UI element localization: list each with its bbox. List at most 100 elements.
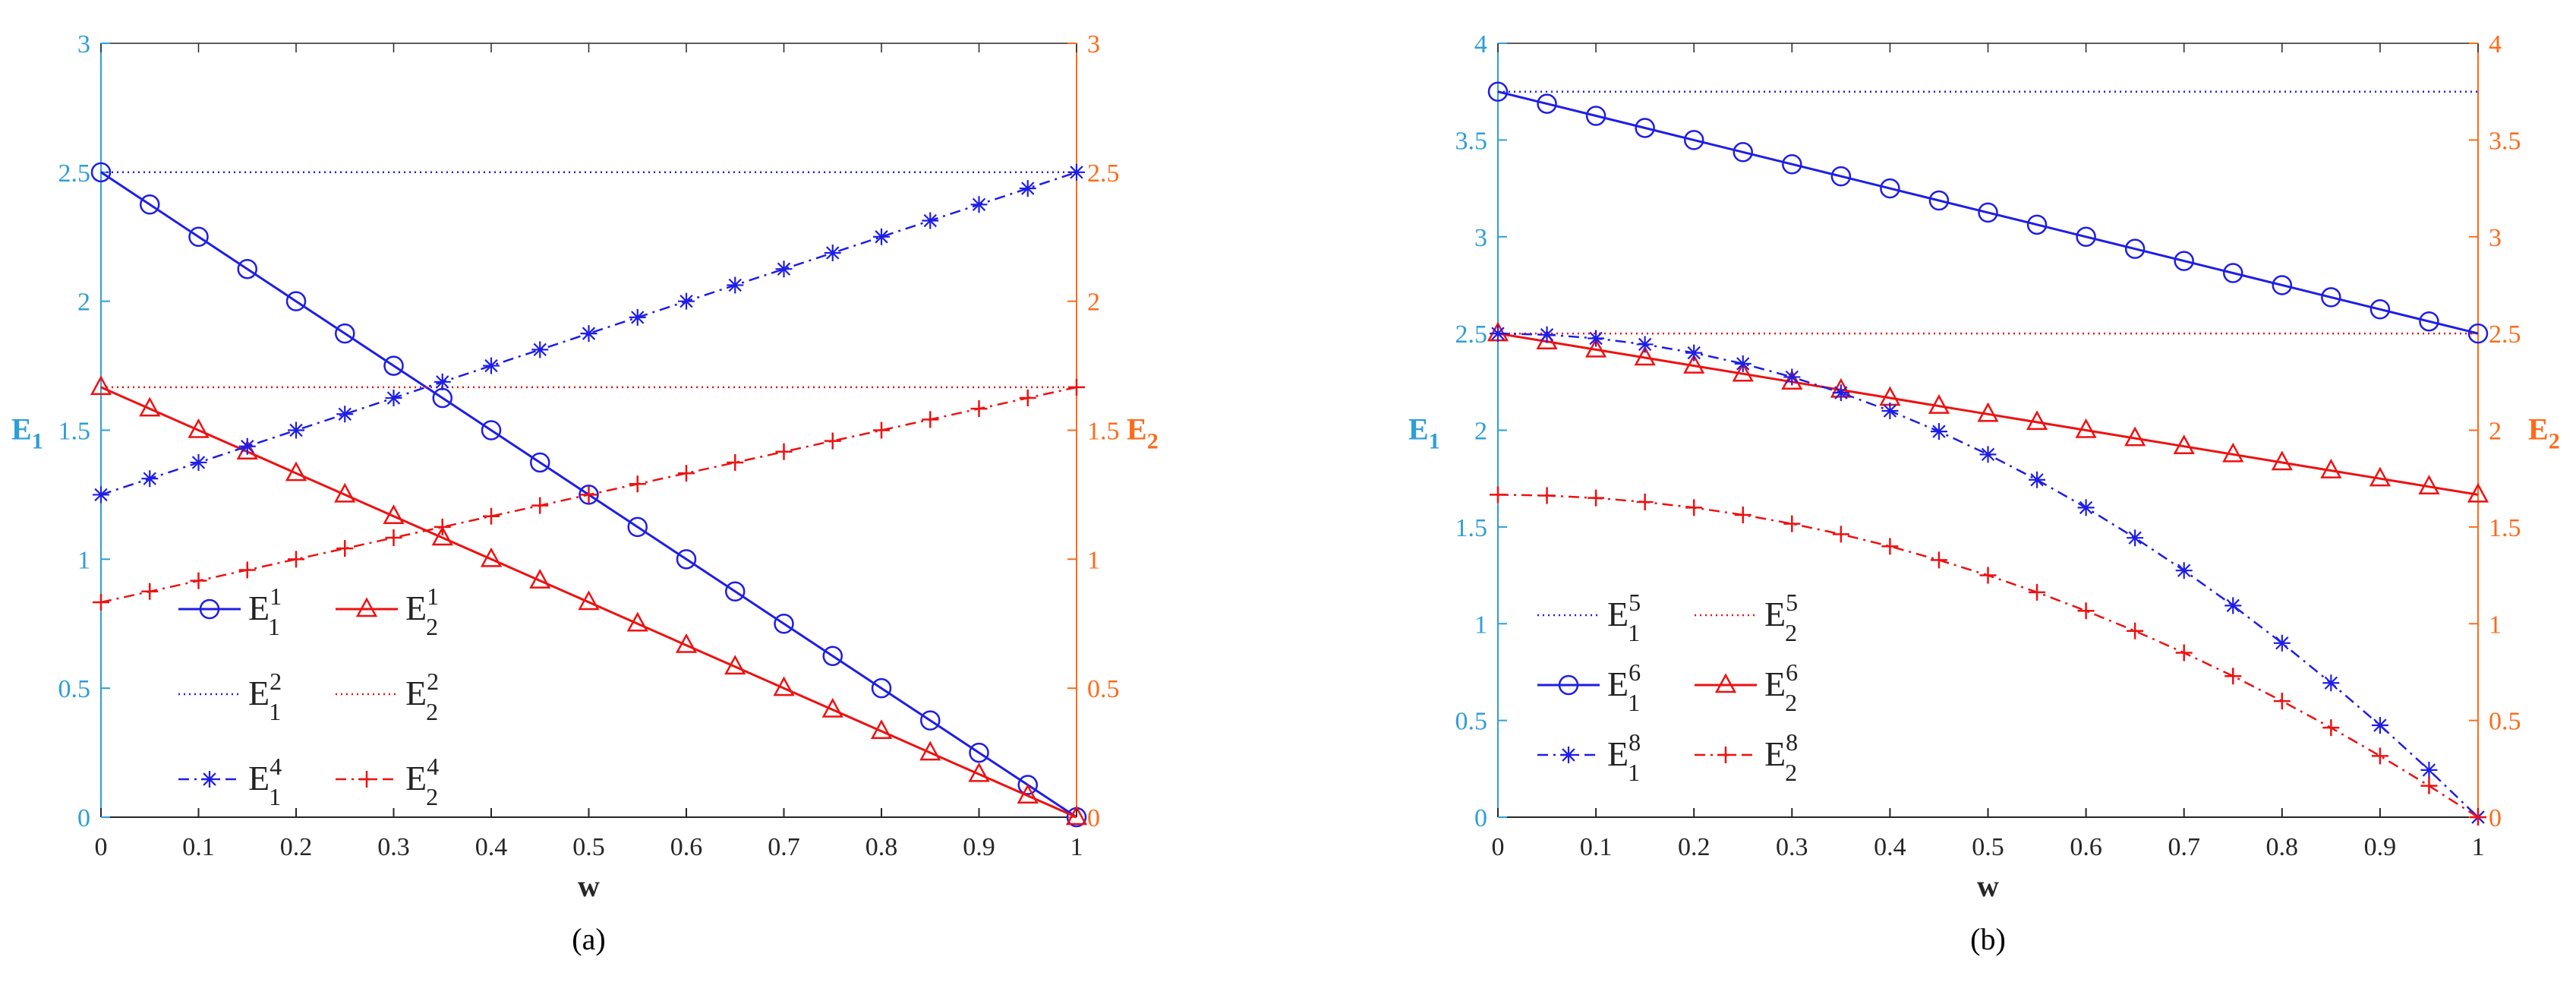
- data-point: [2076, 226, 2096, 247]
- right-y-tick-label: 2: [1087, 289, 1100, 317]
- data-point: [2371, 716, 2388, 734]
- x-tick-label: 0.4: [475, 833, 508, 861]
- data-point: [1734, 355, 1751, 372]
- data-point: [2222, 442, 2244, 463]
- data-point: [1928, 190, 1950, 211]
- data-point: [871, 677, 892, 699]
- data-point: [2127, 529, 2144, 547]
- x-tick-label: 0: [1492, 833, 1505, 861]
- legend-entry-label: E5 1: [1607, 589, 1641, 646]
- data-point: [1019, 180, 1036, 197]
- data-point: [822, 646, 843, 666]
- x-axis-label: w: [578, 869, 600, 903]
- data-point: [873, 228, 890, 245]
- legend-entry-label: E6 2: [1764, 658, 1798, 716]
- data-point: [824, 432, 841, 450]
- right-y-tick-label: 3: [1087, 30, 1100, 58]
- right-y-tick-label: 4: [2489, 30, 2502, 58]
- data-point: [237, 258, 257, 279]
- data-point: [190, 572, 207, 589]
- chart-panel-b: 0 0.1 0.2 0.3 0.4 0.5 0.6 0.7 0.8 0.9 100.511.522.…: [1408, 30, 2560, 956]
- data-point: [2175, 562, 2193, 579]
- data-point: [2470, 809, 2486, 826]
- data-point: [1717, 747, 1734, 763]
- data-point: [2223, 263, 2243, 283]
- legend-entry-label: E4 2: [405, 753, 439, 810]
- x-tick-label: 0.4: [1874, 833, 1906, 861]
- data-point: [970, 196, 988, 213]
- data-point: [1881, 403, 1899, 420]
- data-point: [480, 547, 503, 567]
- data-point: [285, 291, 307, 311]
- data-point: [140, 194, 160, 215]
- data-point: [1930, 423, 1947, 440]
- data-point: [725, 581, 746, 602]
- data-point: [2077, 602, 2095, 620]
- series-line: [100, 171, 1077, 496]
- right-y-tick-label: 0: [2489, 804, 2502, 832]
- series-E1-6: [1487, 81, 2489, 344]
- data-point: [335, 323, 355, 344]
- chart-panel-a: 0 0.1 0.2 0.3 0.4 0.5 0.6 0.7 0.8 0.9 100.511.522.…: [11, 30, 1159, 956]
- legend-entry-label: E1 1: [248, 583, 281, 640]
- data-point: [334, 482, 356, 503]
- data-point: [1558, 674, 1579, 696]
- data-point: [1065, 805, 1088, 826]
- x-tick-label: 0.2: [280, 833, 313, 861]
- data-point: [1560, 747, 1577, 763]
- right-y-tick-label: 1.5: [1087, 418, 1120, 446]
- data-point: [968, 762, 990, 782]
- data-point: [1636, 336, 1654, 353]
- x-tick-label: 0.9: [2364, 833, 2397, 861]
- data-point: [2124, 238, 2146, 259]
- data-point: [530, 452, 550, 473]
- data-point: [2175, 644, 2193, 662]
- right-y-axis-label: E2: [1127, 412, 1159, 454]
- legend-entry-label: E8 1: [1607, 728, 1641, 786]
- data-point: [141, 470, 159, 488]
- data-point: [1634, 346, 1656, 366]
- data-point: [201, 771, 218, 788]
- legend-entry-label: E2 2: [405, 668, 439, 725]
- left-y-tick-label: 3.5: [1455, 127, 1488, 155]
- data-point: [434, 373, 451, 390]
- x-tick-label: 0.6: [670, 833, 703, 861]
- data-point: [1019, 390, 1036, 407]
- data-point: [1588, 489, 1605, 507]
- data-point: [580, 486, 597, 504]
- right-y-tick-label: 0.5: [1087, 675, 1120, 703]
- data-point: [678, 292, 695, 310]
- series-E2-1: [90, 375, 1088, 826]
- data-point: [2322, 674, 2340, 692]
- left-y-tick-label: 0.5: [58, 675, 91, 703]
- data-point: [629, 308, 646, 326]
- data-point: [1068, 163, 1085, 181]
- data-point: [2273, 693, 2291, 710]
- data-point: [2271, 450, 2293, 471]
- x-tick-label: 0.3: [377, 833, 410, 861]
- x-tick-label: 0.1: [182, 833, 215, 861]
- right-y-tick-label: 2.5: [1087, 159, 1120, 188]
- data-point: [288, 422, 304, 439]
- data-point: [2321, 287, 2341, 308]
- data-point: [288, 551, 304, 568]
- data-point: [1733, 142, 1753, 163]
- data-point: [431, 526, 453, 546]
- data-point: [1782, 153, 1802, 175]
- series-E2-4: [93, 378, 1085, 611]
- right-y-tick-label: 0.5: [2489, 708, 2521, 736]
- data-point: [93, 486, 109, 504]
- data-point: [678, 465, 695, 482]
- data-point: [355, 597, 378, 617]
- data-point: [580, 325, 597, 343]
- data-point: [675, 633, 698, 653]
- data-point: [336, 540, 354, 557]
- legend: E5 1 E5 2 E6 1 E6 2 E8 1 E8 2: [1537, 589, 1798, 786]
- data-point: [2173, 434, 2195, 454]
- left-y-tick-label: 3: [77, 30, 90, 58]
- data-point: [821, 697, 843, 718]
- data-point: [1832, 526, 1849, 543]
- data-point: [1636, 493, 1654, 510]
- data-point: [2077, 499, 2095, 516]
